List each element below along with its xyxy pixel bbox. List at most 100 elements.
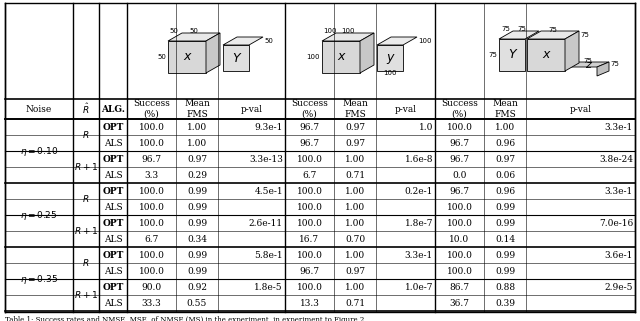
Text: 96.7: 96.7 [449, 187, 470, 195]
Polygon shape [322, 33, 374, 41]
Text: Y: Y [232, 51, 240, 65]
Text: 0.39: 0.39 [495, 299, 515, 308]
Text: x: x [183, 50, 191, 64]
Text: y: y [387, 51, 394, 65]
Text: 96.7: 96.7 [449, 138, 470, 148]
Polygon shape [322, 41, 360, 73]
Text: 50: 50 [189, 28, 198, 34]
Text: 75: 75 [548, 27, 557, 33]
Text: 0.96: 0.96 [495, 138, 515, 148]
Text: 3.6e-1: 3.6e-1 [605, 250, 633, 259]
Polygon shape [567, 62, 609, 67]
Text: 1.00: 1.00 [345, 219, 365, 228]
Text: 100: 100 [307, 54, 320, 60]
Text: ALS: ALS [104, 235, 122, 244]
Text: $R$: $R$ [83, 194, 90, 204]
Text: 0.29: 0.29 [187, 170, 207, 179]
Text: 96.7: 96.7 [300, 123, 319, 132]
Text: Success
(%): Success (%) [441, 99, 478, 119]
Text: ALS: ALS [104, 299, 122, 308]
Text: 75: 75 [580, 32, 589, 38]
Text: ALS: ALS [104, 266, 122, 275]
Text: 1.8e-5: 1.8e-5 [254, 282, 283, 291]
Text: 50: 50 [264, 38, 273, 44]
Text: 0.34: 0.34 [187, 235, 207, 244]
Text: 0.96: 0.96 [495, 187, 515, 195]
Text: 10.0: 10.0 [449, 235, 470, 244]
Text: 1.00: 1.00 [345, 250, 365, 259]
Text: 100.0: 100.0 [139, 203, 164, 212]
Text: ALG.: ALG. [101, 105, 125, 114]
Text: 1.0e-7: 1.0e-7 [404, 282, 433, 291]
Text: p-val: p-val [241, 105, 262, 114]
Text: 50: 50 [157, 54, 166, 60]
Text: ALS: ALS [104, 203, 122, 212]
Text: $\eta = 0.10$: $\eta = 0.10$ [20, 144, 58, 158]
Polygon shape [206, 33, 220, 73]
Text: 0.99: 0.99 [495, 250, 515, 259]
Text: 96.7: 96.7 [300, 138, 319, 148]
Text: 1.6e-8: 1.6e-8 [404, 154, 433, 163]
Text: 1.00: 1.00 [495, 123, 515, 132]
Text: 96.7: 96.7 [300, 266, 319, 275]
Text: 0.99: 0.99 [495, 203, 515, 212]
Text: 0.97: 0.97 [495, 154, 515, 163]
Text: 100.0: 100.0 [447, 123, 472, 132]
Text: 36.7: 36.7 [449, 299, 470, 308]
Text: 0.92: 0.92 [187, 282, 207, 291]
Text: 2.9e-5: 2.9e-5 [605, 282, 633, 291]
Polygon shape [527, 31, 579, 39]
Text: OPT: OPT [102, 154, 124, 163]
Text: 75: 75 [502, 26, 511, 32]
Text: 96.7: 96.7 [449, 154, 470, 163]
Text: Mean
FMS: Mean FMS [184, 99, 210, 119]
Text: 3.3e-1: 3.3e-1 [605, 123, 633, 132]
Text: 0.97: 0.97 [345, 266, 365, 275]
Text: OPT: OPT [102, 123, 124, 132]
Text: 1.00: 1.00 [345, 282, 365, 291]
Text: 7.0e-16: 7.0e-16 [599, 219, 633, 228]
Text: OPT: OPT [102, 219, 124, 228]
Text: $\eta = 0.25$: $\eta = 0.25$ [20, 209, 58, 221]
Text: 100: 100 [323, 28, 337, 34]
Polygon shape [499, 31, 539, 39]
Text: 0.99: 0.99 [187, 203, 207, 212]
Text: x: x [337, 50, 345, 64]
Polygon shape [360, 33, 374, 73]
Polygon shape [527, 39, 565, 71]
Text: 100.0: 100.0 [296, 250, 323, 259]
Text: $\eta = 0.35$: $\eta = 0.35$ [20, 273, 58, 285]
Text: 3.3e-1: 3.3e-1 [404, 250, 433, 259]
Text: 100.0: 100.0 [447, 266, 472, 275]
Text: 9.3e-1: 9.3e-1 [255, 123, 283, 132]
Text: 75: 75 [584, 58, 593, 64]
Text: 6.7: 6.7 [302, 170, 317, 179]
Polygon shape [223, 45, 249, 71]
Polygon shape [377, 45, 403, 71]
Polygon shape [223, 37, 263, 45]
Text: 0.71: 0.71 [345, 170, 365, 179]
Text: 1.00: 1.00 [345, 154, 365, 163]
Text: 100.0: 100.0 [447, 250, 472, 259]
Text: 100.0: 100.0 [139, 123, 164, 132]
Text: 50: 50 [169, 28, 178, 34]
Text: 3.3e-1: 3.3e-1 [605, 187, 633, 195]
Text: 1.8e-7: 1.8e-7 [404, 219, 433, 228]
Text: 0.99: 0.99 [495, 219, 515, 228]
Polygon shape [168, 41, 206, 73]
Text: 0.99: 0.99 [187, 187, 207, 195]
Text: 96.7: 96.7 [141, 154, 161, 163]
Text: 16.7: 16.7 [300, 235, 319, 244]
Text: 100.0: 100.0 [139, 266, 164, 275]
Text: 0.99: 0.99 [187, 219, 207, 228]
Text: ALS: ALS [104, 138, 122, 148]
Text: OPT: OPT [102, 282, 124, 291]
Text: 100.0: 100.0 [296, 154, 323, 163]
Text: 75: 75 [610, 62, 619, 67]
Text: 5.8e-1: 5.8e-1 [254, 250, 283, 259]
Text: 1.0: 1.0 [419, 123, 433, 132]
Polygon shape [377, 37, 417, 45]
Text: 100.0: 100.0 [139, 250, 164, 259]
Text: 75: 75 [517, 26, 526, 32]
Polygon shape [499, 39, 525, 71]
